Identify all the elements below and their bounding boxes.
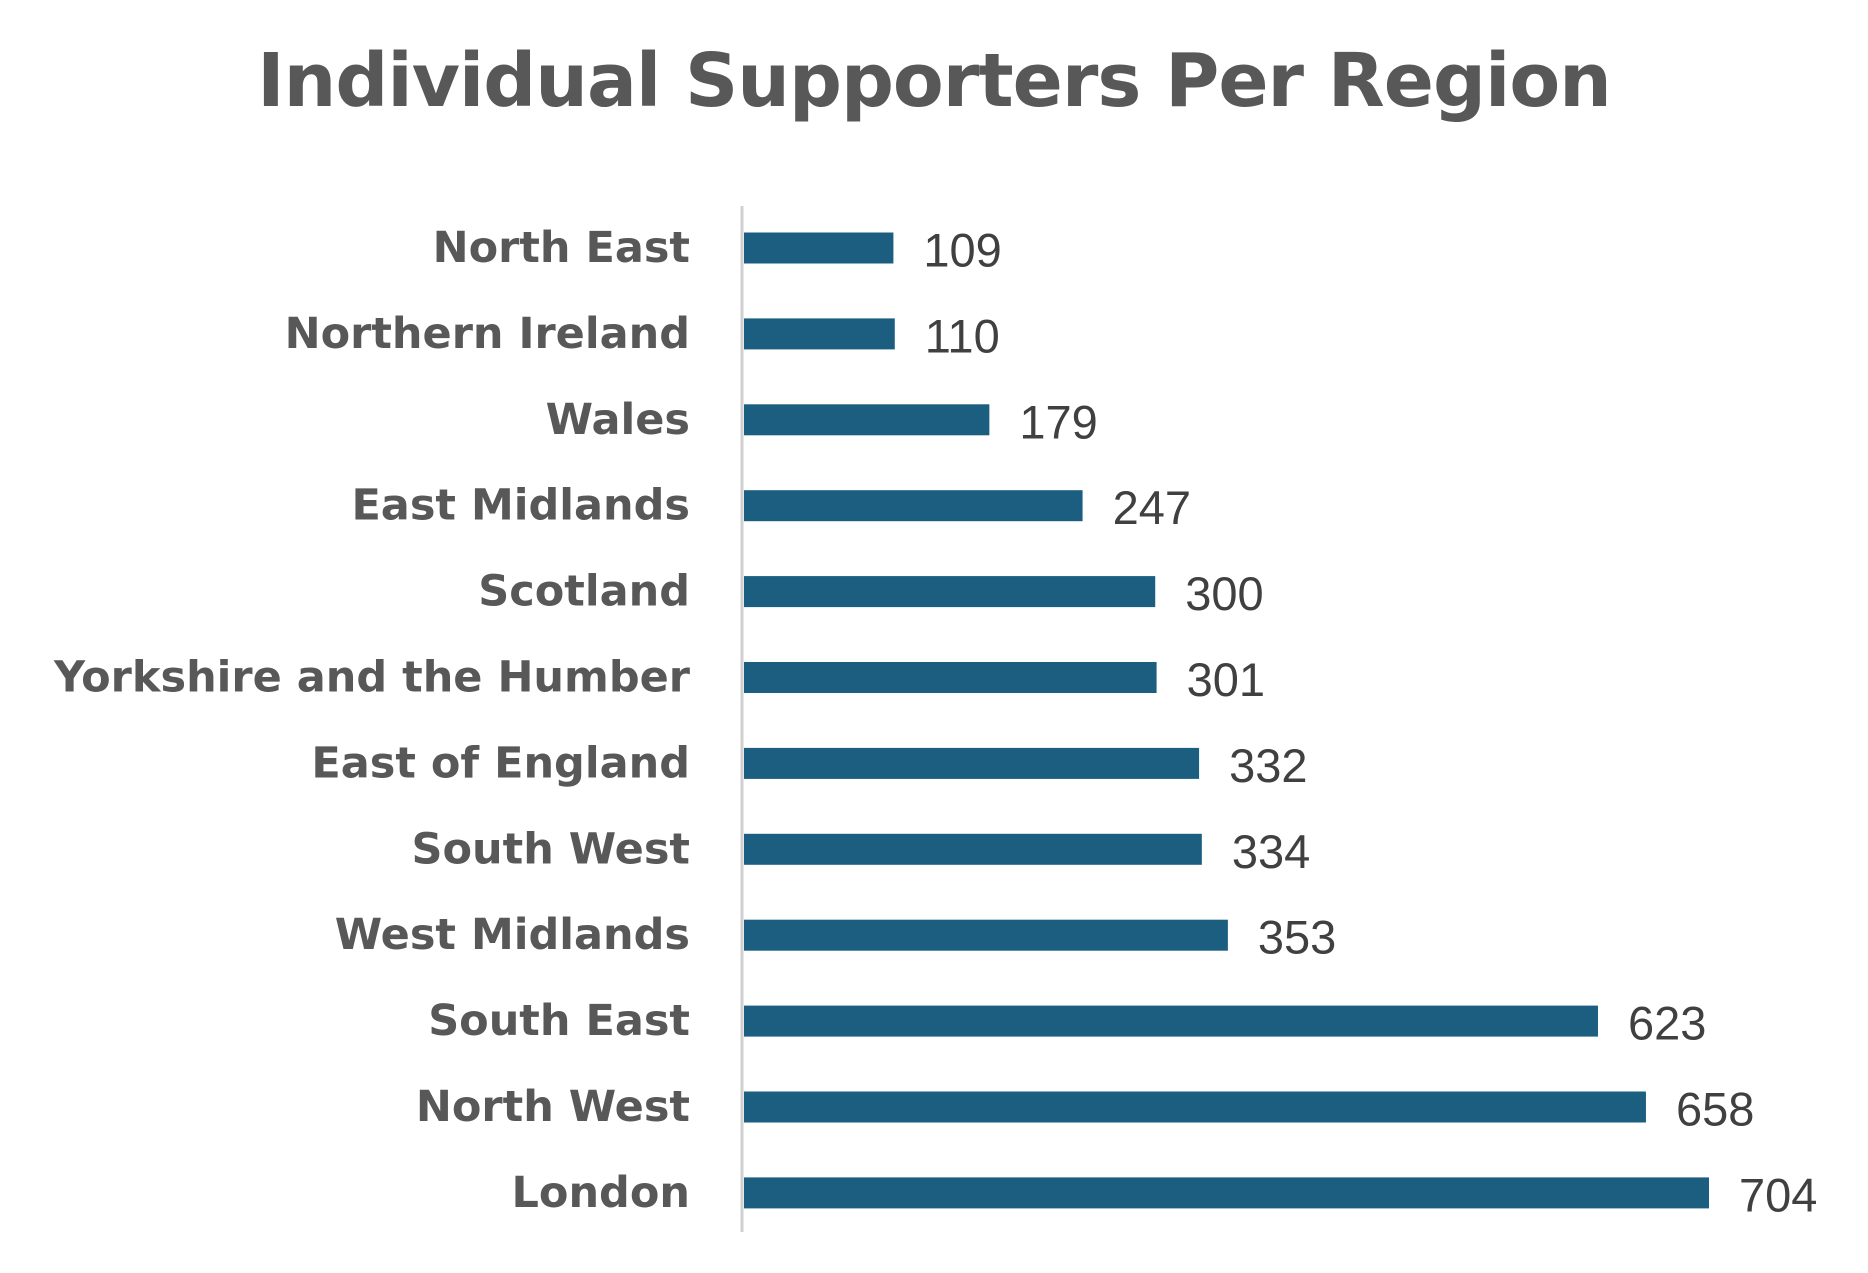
bar	[744, 318, 895, 350]
bar	[744, 1091, 1646, 1123]
category-label: South West	[412, 824, 690, 874]
category-label: Wales	[546, 395, 690, 445]
bar-group: South East 623	[428, 996, 1706, 1050]
data-label: 658	[1676, 1083, 1754, 1136]
bar-group: East Midlands 247	[351, 481, 1191, 535]
bar	[744, 833, 1202, 865]
category-label: West Midlands	[335, 910, 690, 960]
bar-group: West Midlands 353	[335, 910, 1337, 964]
bar-group: Scotland 300	[478, 567, 1263, 621]
bar	[744, 747, 1200, 779]
bar	[744, 232, 894, 264]
data-label: 110	[925, 309, 1000, 362]
category-label: London	[512, 1168, 691, 1218]
bar-group: London 704	[512, 1168, 1818, 1222]
category-label: Northern Ireland	[285, 309, 690, 359]
data-label: 353	[1258, 911, 1336, 964]
data-label: 332	[1229, 739, 1307, 792]
bar-group: Yorkshire and the Humber 301	[53, 653, 1265, 707]
data-label: 179	[1019, 395, 1097, 448]
data-label: 109	[923, 224, 1001, 277]
bar	[744, 919, 1228, 951]
bar-group: East of England 332	[311, 738, 1307, 792]
category-label: South East	[428, 996, 690, 1046]
data-label: 704	[1739, 1168, 1817, 1221]
category-label: North West	[416, 1082, 690, 1132]
category-label: Scotland	[478, 567, 690, 617]
bar	[744, 662, 1157, 693]
bar	[744, 1005, 1598, 1037]
bar-group: South West 334	[412, 824, 1311, 878]
data-label: 301	[1187, 653, 1265, 706]
bar	[744, 576, 1156, 608]
bar-group: North East 109	[433, 223, 1002, 277]
bar	[744, 404, 990, 436]
chart-title: Individual Supporters Per Region	[257, 38, 1612, 124]
bar-group: Northern Ireland 110	[285, 309, 1000, 363]
bar	[744, 1177, 1709, 1209]
data-label: 623	[1628, 997, 1706, 1050]
data-label: 334	[1232, 825, 1310, 878]
bar-group: North West 658	[416, 1082, 1754, 1136]
bar-group: Wales 179	[546, 395, 1098, 449]
category-label: East Midlands	[351, 481, 690, 531]
data-label: 300	[1185, 567, 1263, 620]
category-label: East of England	[311, 738, 690, 788]
bars-layer: North East 109 Northern Ireland 110 Wales 179…	[53, 223, 1817, 1221]
bar	[744, 490, 1083, 522]
category-label: North East	[433, 223, 690, 273]
data-label: 247	[1113, 481, 1191, 534]
category-label: Yorkshire and the Humber	[53, 653, 691, 703]
